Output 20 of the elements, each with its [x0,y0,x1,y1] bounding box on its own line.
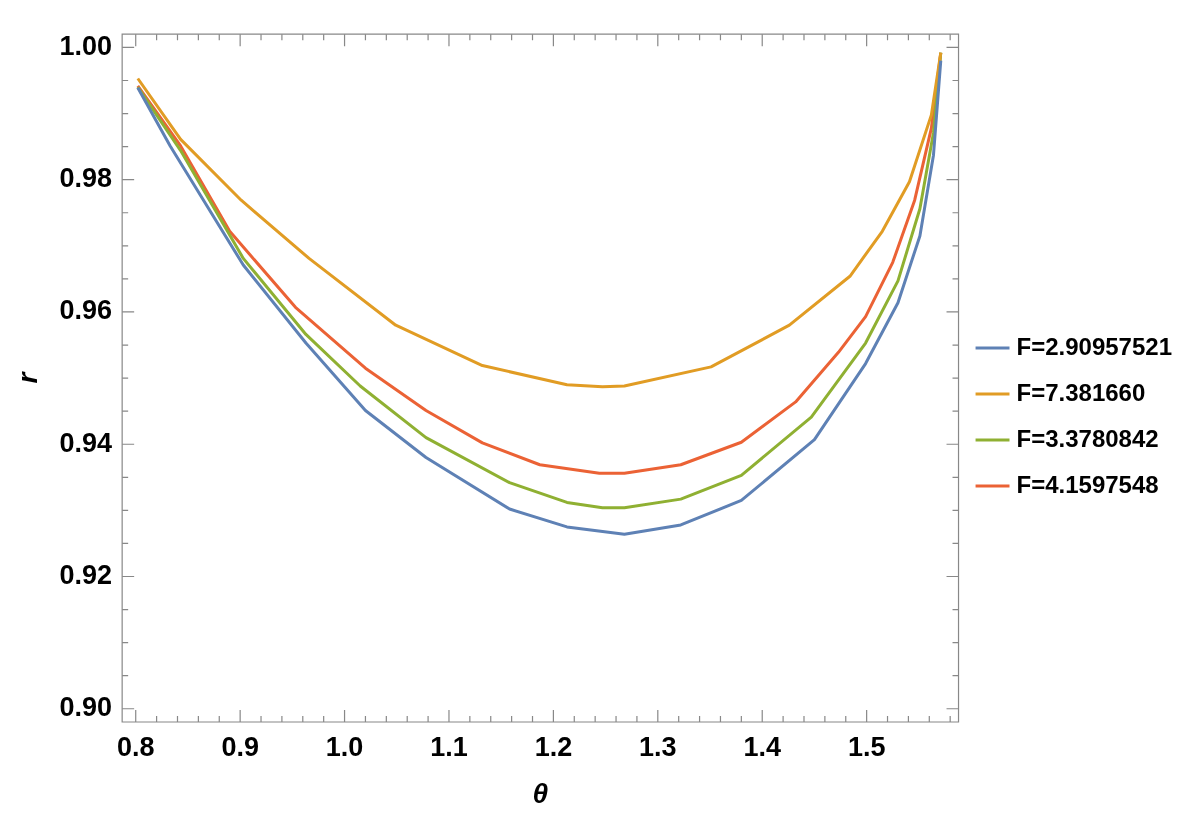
y-tick-label: 0.98 [59,163,113,194]
x-tick-label: 1.3 [639,731,677,762]
x-tick-label: 1.1 [430,731,468,762]
y-tick-label: 0.96 [59,295,113,326]
x-tick-label: 1.5 [847,731,886,762]
x-tick-label: 0.9 [221,731,259,762]
x-tick-label: 1.2 [534,731,573,762]
y-axis-title: r [11,370,43,384]
legend-label: F=4.1597548 [1016,470,1159,498]
legend-label: F=7.381660 [1016,378,1146,406]
x-tick-label: 1.4 [743,731,781,762]
y-tick-label: 0.94 [59,427,113,458]
legend-label: F=3.3780842 [1016,424,1159,452]
y-tick-label: 0.92 [59,559,113,590]
y-tick-label: 0.90 [59,692,113,723]
x-axis-title: θ [532,777,549,809]
x-tick-label: 1.0 [325,731,364,762]
y-tick-label: 1.00 [59,30,113,61]
legend-label: F=2.90957521 [1016,332,1173,360]
x-tick-label: 0.8 [116,731,155,762]
